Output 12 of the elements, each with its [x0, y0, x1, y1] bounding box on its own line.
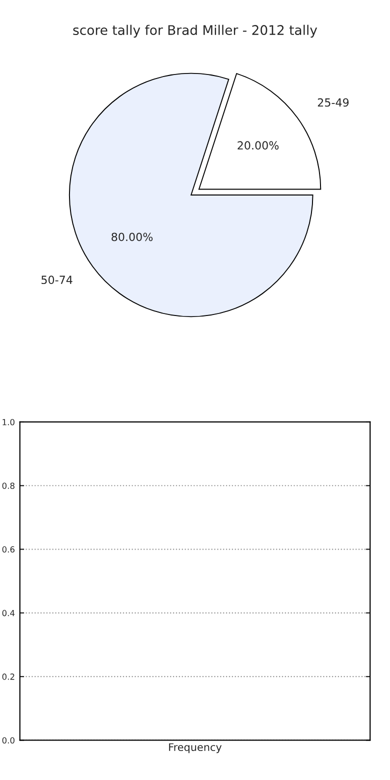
- y-tick-label: 0.4: [2, 610, 15, 616]
- x-axis-title: Frequency: [169, 743, 222, 754]
- data-label: 20.00%: [238, 141, 279, 150]
- y-tick-label: 1.0: [2, 418, 14, 426]
- y-tick-label: 0.6: [2, 546, 15, 553]
- slice-label: 50-74: [42, 276, 72, 284]
- y-tick-label: 0.0: [2, 737, 14, 744]
- y-tick-label: 0.2: [2, 674, 14, 680]
- y-tick-label: 0.8: [2, 482, 14, 489]
- slice-label: 25-49: [318, 98, 349, 107]
- data-label: 80.00%: [112, 232, 153, 242]
- chart-title: score tally for Brad Miller - 2012 tally: [73, 24, 318, 38]
